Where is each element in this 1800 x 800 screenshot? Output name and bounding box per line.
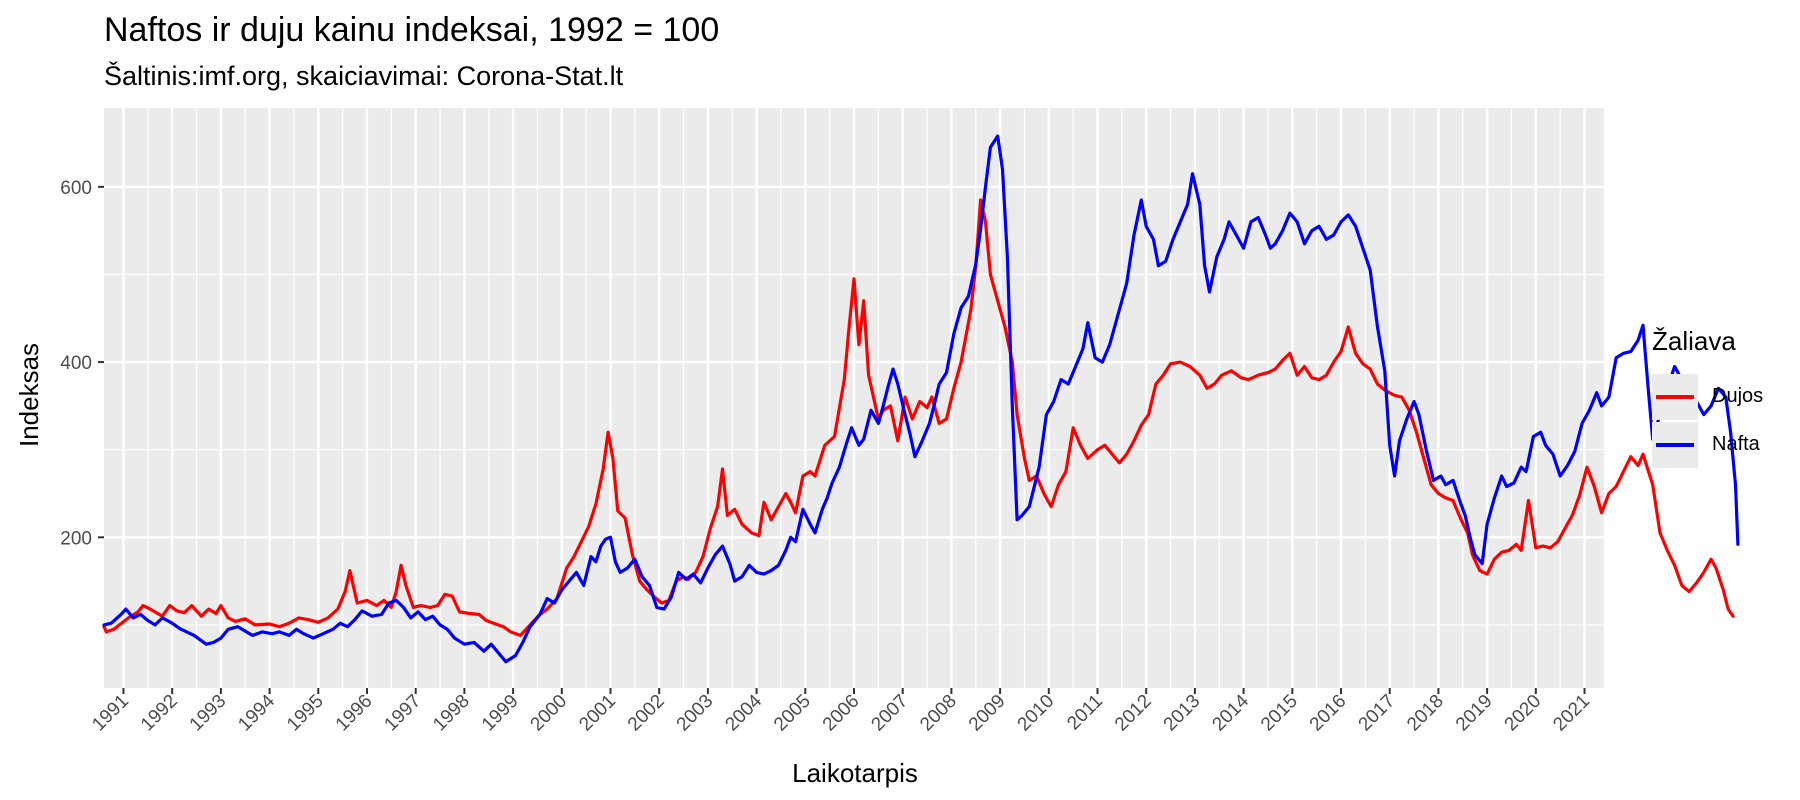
x-tick-label: 2019 <box>1452 691 1497 736</box>
chart-subtitle: Šaltinis:imf.org, skaiciavimai: Corona-S… <box>104 61 624 91</box>
x-tick-label: 2005 <box>770 691 815 736</box>
y-axis-label: Indeksas <box>14 343 44 447</box>
y-tick-label: 400 <box>60 353 92 374</box>
x-tick-label: 1991 <box>88 691 133 736</box>
x-tick-label: 2009 <box>965 691 1010 736</box>
x-tick-label: 2001 <box>575 691 620 736</box>
x-tick-label: 2018 <box>1403 691 1448 736</box>
legend-title: Žaliava <box>1652 326 1736 356</box>
x-tick-label: 1994 <box>234 690 279 735</box>
legend-key-dujos <box>1652 374 1698 420</box>
x-tick-label: 2008 <box>916 691 961 736</box>
x-tick-label: 1998 <box>429 691 474 736</box>
x-tick-label: 2021 <box>1549 691 1594 736</box>
x-tick-label: 2004 <box>721 690 766 735</box>
legend-item-dujos: Dujos <box>1652 374 1772 420</box>
legend-label-nafta: Nafta <box>1712 433 1760 455</box>
x-tick-label: 1995 <box>283 691 328 736</box>
x-tick-label: 1996 <box>332 691 377 736</box>
series-line-dujos <box>102 198 1735 637</box>
legend-item-nafta: Nafta <box>1652 422 1772 468</box>
y-tick-label: 200 <box>60 528 92 549</box>
chart-title: Naftos ir duju kainu indeksai, 1992 = 10… <box>104 11 720 49</box>
x-tick-label: 2016 <box>1306 691 1351 736</box>
legend-key-nafta <box>1652 422 1698 468</box>
y-tick-label: 600 <box>60 178 92 199</box>
x-tick-label: 2014 <box>1208 690 1253 735</box>
x-tick-label: 2012 <box>1111 691 1156 736</box>
x-axis-label: Laikotarpis <box>792 758 918 788</box>
x-tick-label: 1992 <box>137 691 182 736</box>
x-tick-label: 1993 <box>186 691 231 736</box>
series-line-nafta <box>102 134 1740 664</box>
minor-gridlines <box>104 108 1604 688</box>
x-tick-label: 2007 <box>867 691 912 736</box>
y-axis: 200 400 600 <box>60 178 104 549</box>
x-tick-label: 2010 <box>1014 691 1059 736</box>
x-tick-label: 2002 <box>624 691 669 736</box>
x-tick-label: 2006 <box>819 691 864 736</box>
legend-label-dujos: Dujos <box>1712 385 1764 407</box>
x-tick-label: 2015 <box>1257 691 1302 736</box>
x-tick-label: 2017 <box>1355 691 1400 736</box>
x-tick-label: 2020 <box>1501 691 1546 736</box>
major-gridlines <box>104 108 1604 688</box>
x-tick-label: 2013 <box>1160 691 1205 736</box>
x-tick-label: 1999 <box>478 691 523 736</box>
x-tick-label: 2003 <box>673 691 718 736</box>
x-axis: 1991 1992 1993 1994 1995 1996 1997 1998 1999 2000… <box>88 688 1594 735</box>
series-lines <box>102 134 1740 664</box>
x-tick-label: 2000 <box>527 691 572 736</box>
x-tick-label: 1997 <box>380 691 425 736</box>
x-tick-label: 2011 <box>1063 691 1107 735</box>
